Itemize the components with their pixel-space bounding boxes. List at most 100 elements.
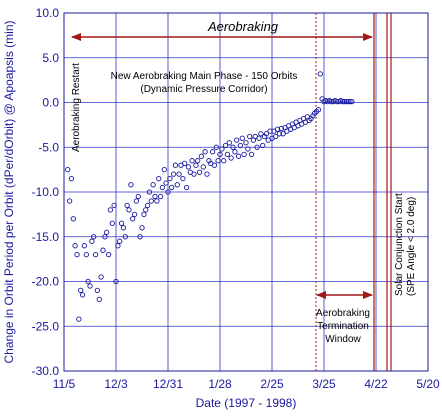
data-point (222, 142, 229, 149)
data-point (230, 144, 236, 150)
data-point (163, 180, 169, 186)
aerobraking-label: Aerobraking (207, 19, 279, 34)
data-point (347, 98, 353, 105)
y-axis-ticks: 10.0 5.0 0.0 -5.0 -10.0 -15.0 -20.0 -25.0 -30.0 (32, 6, 60, 378)
termination-label-1: Aerobraking (316, 308, 370, 319)
data-point (245, 146, 251, 152)
data-point (117, 238, 123, 244)
data-point (258, 131, 264, 137)
termination-label-2: Termination (317, 321, 369, 332)
data-point (221, 158, 227, 164)
data-point (191, 171, 197, 177)
data-point (66, 198, 73, 204)
x-axis-ticks: 11/5 12/3 12/31 1/28 2/25 3/25 4/22 5/20 (53, 377, 440, 391)
data-point (185, 164, 192, 170)
data-point (107, 207, 114, 213)
data-point (167, 175, 173, 182)
x-tick-label: 2/25 (260, 377, 284, 391)
data-point (144, 202, 151, 209)
data-point (109, 220, 115, 226)
data-point (148, 198, 154, 204)
data-point (248, 151, 255, 158)
data-point (104, 229, 110, 235)
data-point (130, 216, 136, 222)
data-point (278, 125, 284, 132)
data-point (254, 144, 260, 150)
data-point (211, 162, 218, 168)
y-tick-label: 5.0 (42, 51, 59, 65)
main-phase-label-2: (Dynamic Pressure Corridor) (140, 84, 267, 95)
data-point (180, 175, 186, 182)
data-point (343, 98, 349, 105)
data-point (98, 274, 104, 280)
data-point (217, 151, 223, 158)
data-point (345, 98, 351, 105)
data-point (174, 182, 180, 188)
data-point (76, 316, 82, 322)
data-point (128, 182, 134, 188)
data-point (239, 135, 245, 141)
data-point (74, 251, 80, 258)
x-axis-label: Date (1997 - 1998) (196, 396, 297, 410)
data-point (79, 292, 86, 298)
data-point (94, 287, 101, 294)
data-point (176, 171, 182, 177)
data-point (102, 234, 108, 240)
data-point (169, 184, 175, 191)
data-point (133, 198, 140, 204)
data-point (170, 171, 177, 177)
data-point (224, 151, 231, 158)
data-point (260, 142, 266, 149)
data-point (154, 198, 160, 204)
data-point (235, 153, 242, 159)
x-tick-label: 11/5 (53, 377, 76, 391)
data-point (126, 207, 132, 213)
data-point (193, 162, 199, 168)
data-point (196, 169, 203, 175)
data-point (243, 140, 249, 146)
data-point (150, 182, 156, 188)
data-point (274, 126, 281, 132)
data-point (135, 193, 141, 200)
data-point (241, 151, 247, 158)
data-point (256, 135, 262, 141)
data-point (137, 234, 143, 240)
data-point (81, 243, 88, 249)
data-point (263, 131, 270, 137)
data-point (315, 107, 322, 113)
termination-label-3: Window (325, 334, 361, 345)
data-point (228, 155, 234, 161)
data-point (65, 166, 71, 173)
data-point (111, 202, 117, 209)
y-tick-label: -10.0 (32, 185, 60, 199)
data-point (141, 211, 147, 218)
data-point (215, 158, 221, 164)
data-point (232, 149, 238, 155)
data-point (200, 164, 206, 170)
data-point (92, 251, 99, 258)
data-point (156, 175, 162, 182)
data-point (183, 184, 190, 191)
data-point (182, 160, 188, 167)
x-tick-label: 1/28 (208, 377, 232, 391)
x-tick-label: 4/22 (364, 377, 388, 391)
main-phase-label-1: New Aerobraking Main Phase - 150 Orbits (111, 71, 298, 82)
data-point (247, 133, 253, 140)
data-point (139, 225, 145, 231)
plot-frame (63, 12, 429, 372)
data-point (209, 149, 216, 155)
y-tick-label: -15.0 (32, 230, 60, 244)
data-point (339, 98, 346, 105)
data-point (159, 184, 166, 191)
data-point (213, 144, 219, 150)
data-point (276, 131, 283, 137)
data-point (349, 98, 355, 105)
restart-label: Aerobraking Restart (71, 63, 82, 152)
data-point (96, 296, 102, 303)
data-point (83, 251, 89, 258)
data-point (122, 234, 128, 240)
data-point (267, 128, 273, 134)
data-point (237, 142, 244, 149)
y-tick-label: 0.0 (42, 96, 59, 110)
x-tick-label: 3/25 (312, 377, 336, 391)
